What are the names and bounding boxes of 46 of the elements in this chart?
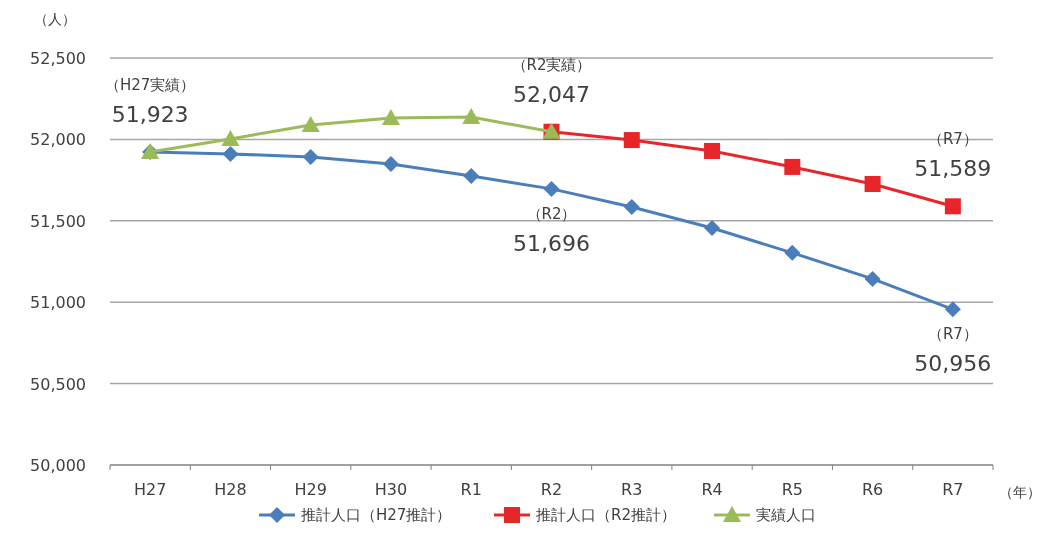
y-tick-label: 52,000	[30, 130, 86, 150]
point	[704, 142, 721, 159]
point	[222, 145, 239, 162]
point	[623, 198, 640, 215]
point	[543, 180, 560, 197]
x-tick-label: R6	[861, 480, 884, 499]
point	[864, 176, 881, 193]
x-axis-title: （年）	[999, 484, 1041, 500]
x-tick-label: H29	[294, 480, 327, 499]
point	[704, 219, 721, 236]
point	[864, 270, 881, 287]
point	[302, 148, 319, 165]
point	[784, 244, 801, 261]
point	[301, 115, 320, 132]
annotation: （R7） 50,956	[914, 325, 992, 377]
y-tick-label: 50,500	[30, 374, 86, 394]
x-tick-label: R4	[701, 480, 723, 499]
x-tick-label: H30	[374, 480, 408, 499]
y-tick-label: 52,500	[30, 49, 86, 68]
annotation: （R2） 51,696	[513, 204, 590, 256]
point	[784, 158, 801, 175]
y-tick-label: 51,000	[30, 293, 86, 313]
point	[382, 155, 399, 172]
legend-label: 推計人口（R2推計）	[536, 506, 676, 524]
point	[381, 109, 400, 126]
annotation: （R2実績） 52,047	[511, 55, 592, 107]
annotation: （H27実績） 51,923	[104, 75, 196, 127]
x-tick-label: R1	[460, 480, 482, 499]
x-tick-label: R3	[621, 480, 643, 499]
point	[623, 132, 640, 149]
y-axis-title: （人）	[34, 11, 76, 27]
legend-label: 実績人口	[756, 506, 816, 524]
x-tick-label: R5	[781, 480, 803, 499]
point	[463, 168, 480, 185]
legend-label: 推計人口（H27推計）	[301, 506, 452, 524]
annotation: （R7） 51,589	[914, 130, 992, 182]
point	[944, 301, 961, 318]
y-tick-label: 51,500	[30, 211, 86, 231]
point	[221, 129, 240, 146]
point	[944, 198, 961, 215]
x-tick-label: R2	[540, 480, 563, 499]
point	[462, 108, 481, 125]
y-tick-label: 50,000	[30, 456, 86, 475]
x-tick-label: H27	[133, 480, 167, 499]
x-tick-label: H28	[214, 480, 247, 499]
x-tick-label: R7	[942, 480, 964, 499]
